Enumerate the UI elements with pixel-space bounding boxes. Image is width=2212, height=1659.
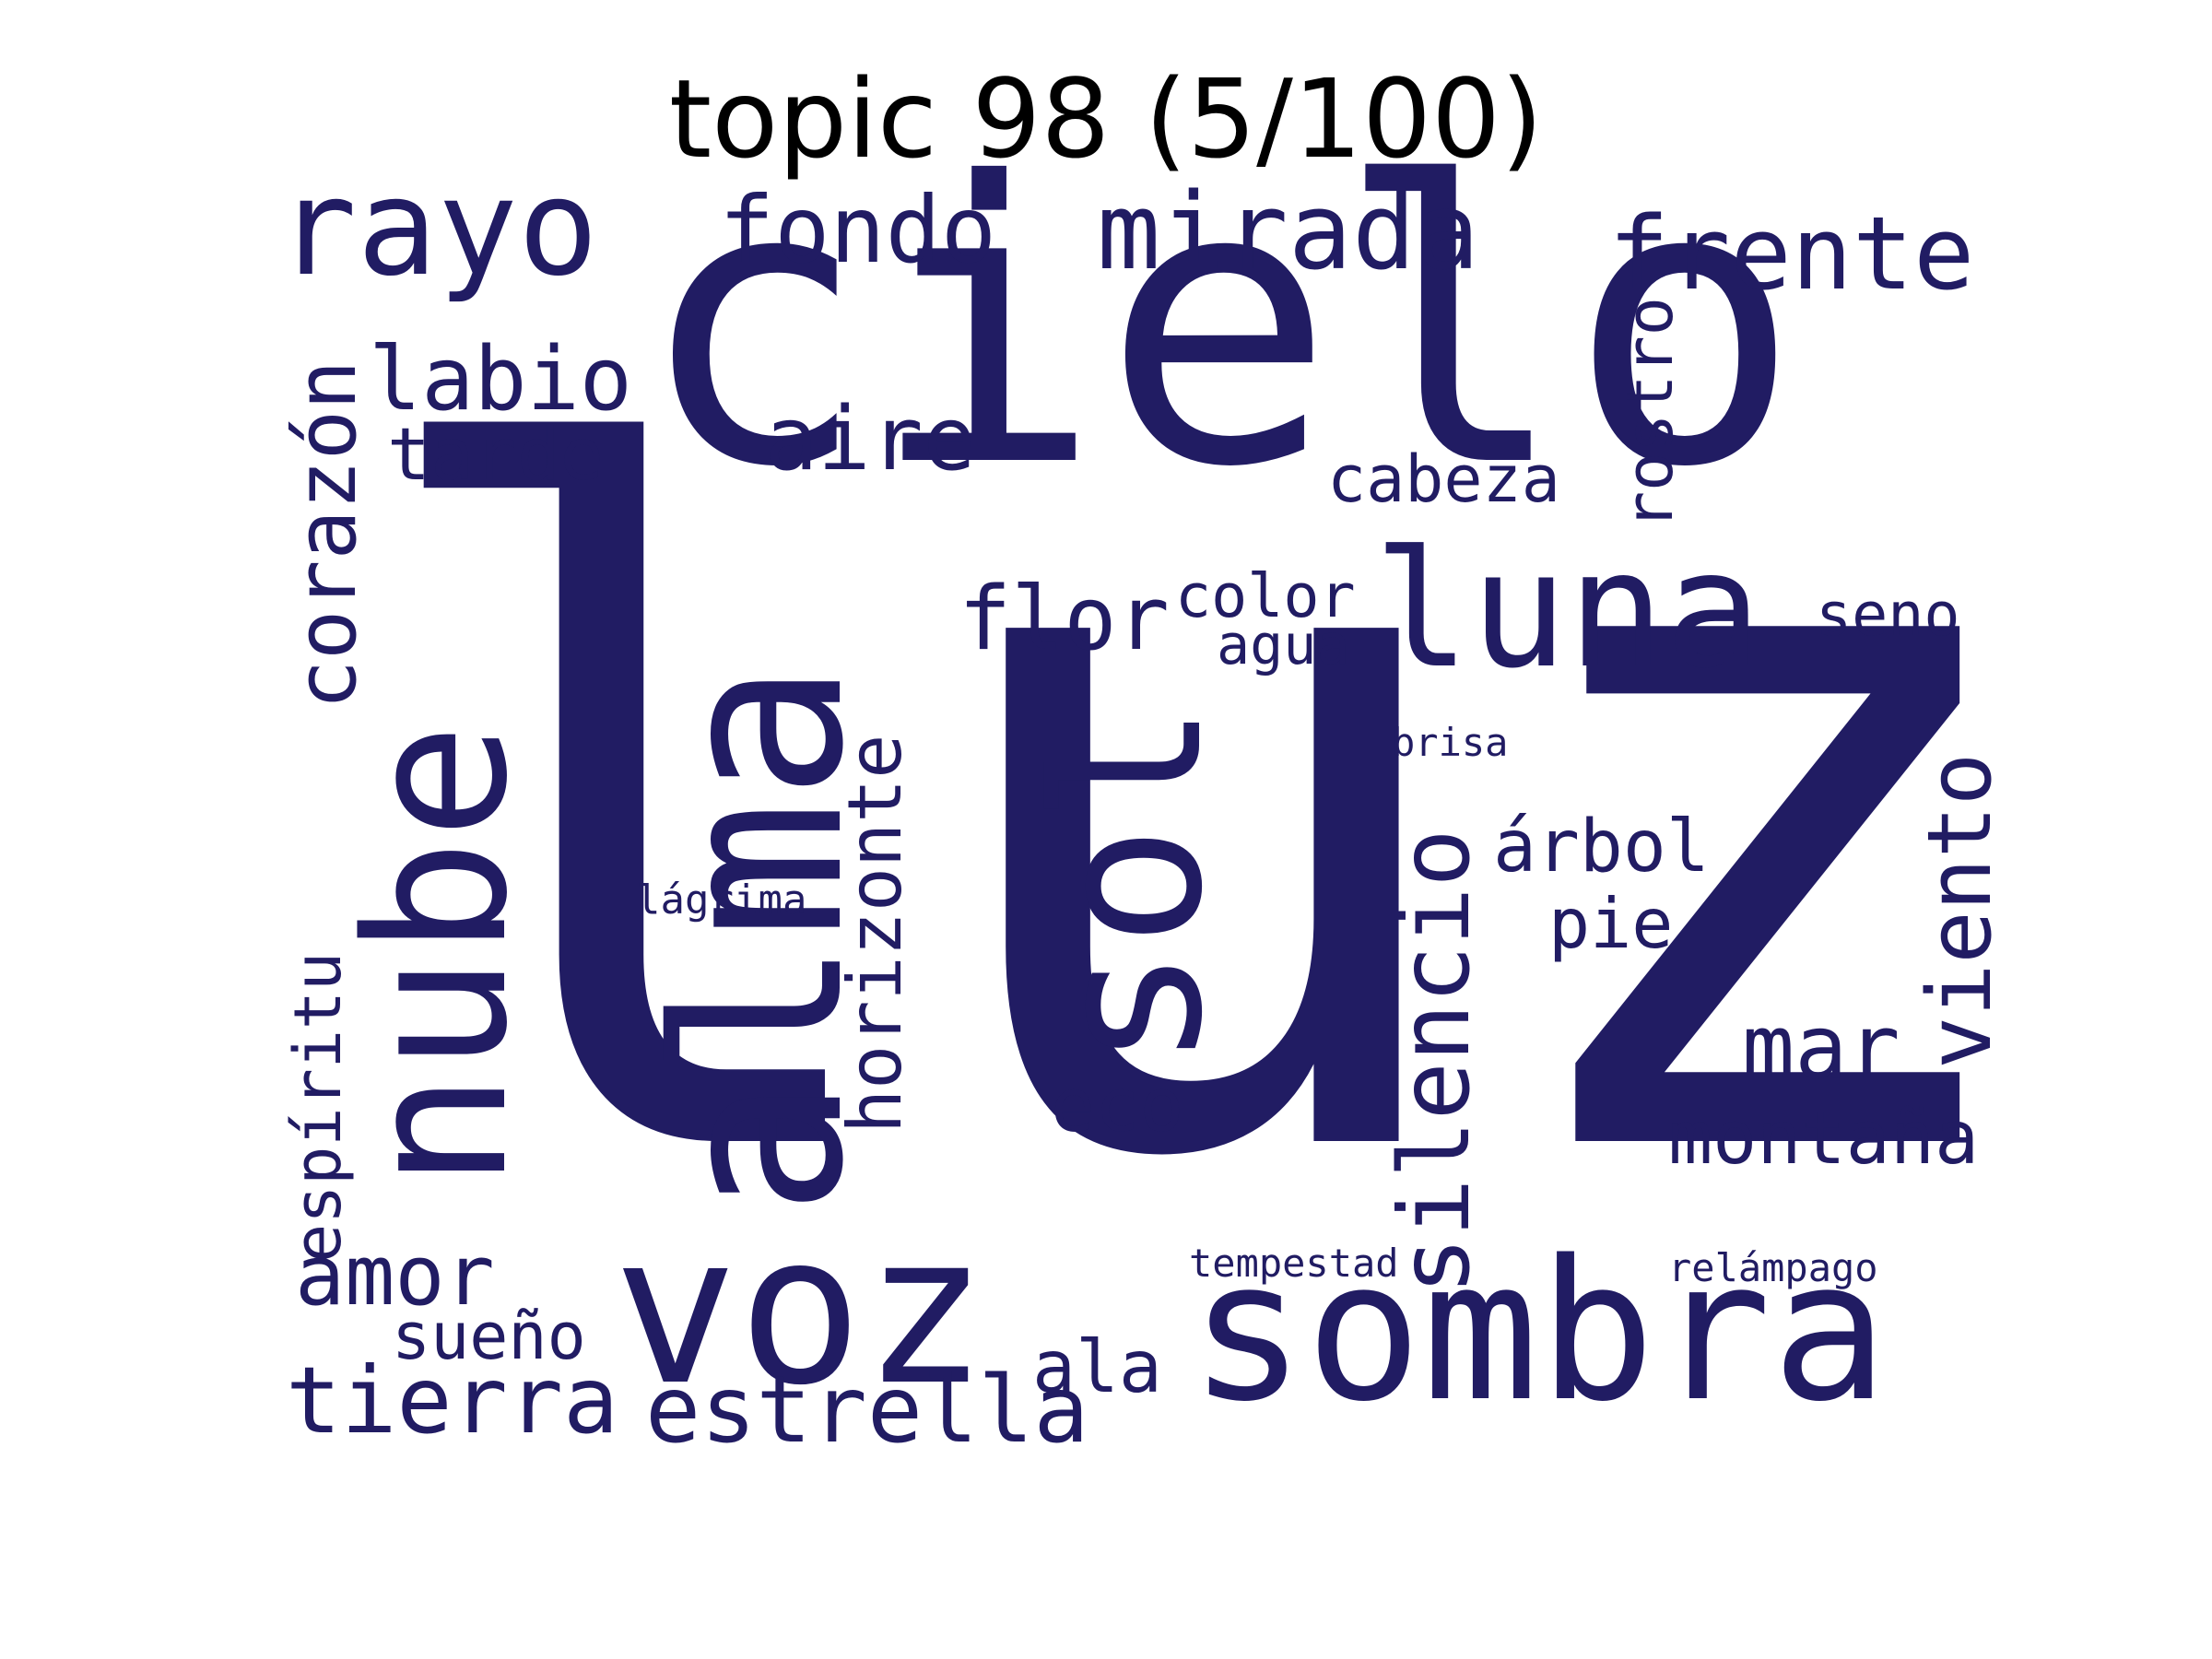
word-montaña: montaña: [1668, 1095, 1980, 1181]
word-horizonte: horizonte: [832, 734, 918, 1134]
word-árbol: árbol: [1493, 806, 1710, 888]
word-cielo: cielo: [636, 101, 1802, 552]
word-lágrima: lágrima: [636, 877, 807, 924]
word-luz: luz: [350, 268, 2049, 1363]
figure-title: topic 98 (5/100): [668, 55, 1544, 182]
word-mirada: mirada: [1097, 171, 1480, 294]
word-pie: pie: [1548, 883, 1674, 964]
word-color: color: [1175, 562, 1356, 631]
word-nube: nube: [324, 723, 550, 1189]
word-luna: luna: [1373, 517, 1762, 704]
word-relámpago: relámpago: [1668, 1245, 1878, 1290]
word-brisa: brisa: [1392, 720, 1509, 765]
word-tierra: tierra: [286, 1347, 619, 1454]
word-fondo: fondo: [719, 176, 997, 284]
word-amor: amor: [295, 1228, 495, 1324]
word-tarde: tarde: [387, 414, 604, 497]
word-aire: aire: [765, 389, 976, 490]
word-silencio: silencio: [1379, 829, 1491, 1295]
word-seno: seno: [1816, 581, 1960, 650]
word-viento: viento: [1910, 752, 2011, 1069]
word-voz: voz: [613, 1190, 988, 1431]
word-sombra: sombra: [1189, 1218, 1888, 1444]
word-corazón: corazón: [278, 359, 375, 710]
word-rostro: rostro: [1612, 297, 1688, 530]
word-rayo: rayo: [276, 150, 599, 306]
word-estrella: estrella: [645, 1356, 1089, 1464]
word-sueño: sueño: [392, 1299, 586, 1374]
word-eco: eco: [1051, 1063, 1184, 1148]
word-mar: mar: [1742, 997, 1900, 1099]
word-sol: sol: [1011, 702, 1247, 1069]
word-labio: labio: [369, 329, 632, 430]
word-agua: agua: [1217, 613, 1350, 677]
word-tempestad: tempestad: [1189, 1241, 1399, 1286]
word-cabeza: cabeza: [1327, 441, 1560, 517]
word-frente: frente: [1608, 194, 1975, 312]
word-ala: ala: [1032, 1326, 1162, 1409]
word-flor: flor: [959, 569, 1170, 670]
word-espíritu: espíritu: [280, 951, 356, 1263]
